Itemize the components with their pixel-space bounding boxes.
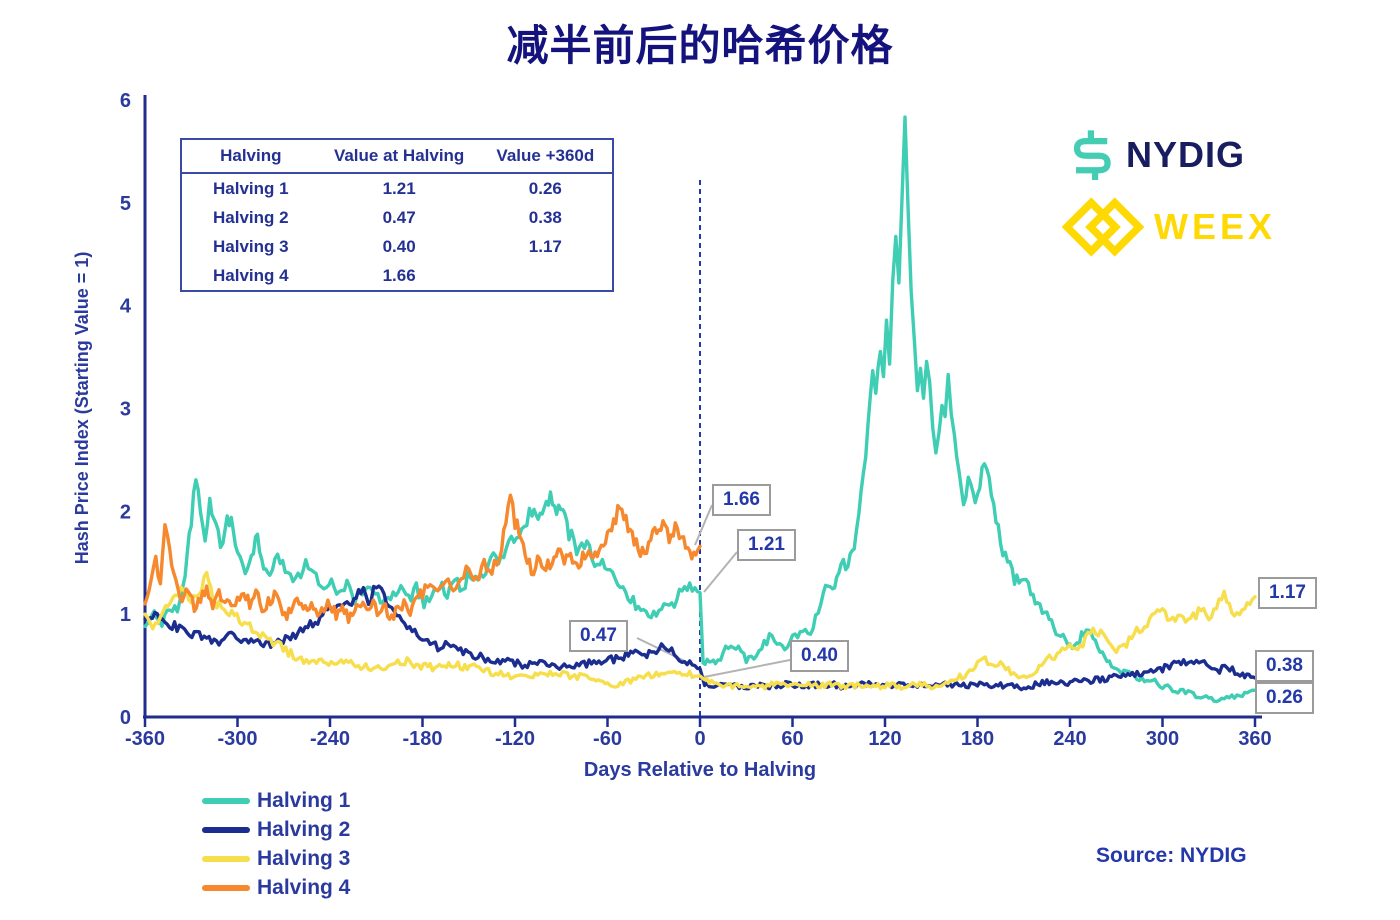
legend-item-halving-3: Halving 3 [202, 847, 351, 870]
table-cell: Halving 4 [213, 265, 289, 285]
legend-item-halving-4: Halving 4 [202, 876, 351, 899]
value-annotation-halving-2: 0.38 [1255, 650, 1314, 682]
x-tick-label: -360 [125, 728, 165, 750]
x-tick-label: 240 [1053, 728, 1086, 750]
y-tick-label: 3 [120, 399, 131, 421]
table-header-cell: Value +360d [496, 146, 595, 165]
legend-item-halving-2: Halving 2 [202, 818, 351, 841]
table-header-row: Halving Value at Halving Value +360d [182, 140, 612, 174]
x-tick-label: 300 [1146, 728, 1179, 750]
x-tick-label: 180 [961, 728, 994, 750]
table-row: Halving 4 1.66 [182, 261, 612, 290]
annotation-leader-line [703, 659, 791, 678]
table-cell: 1.21 [382, 178, 416, 198]
value-annotation-halving-3: 1.17 [1258, 577, 1317, 609]
legend-swatch [202, 856, 250, 862]
source-note: Source: NYDIG [1096, 844, 1247, 867]
y-tick-label: 0 [120, 707, 131, 729]
legend-swatch [202, 885, 250, 891]
value-annotation-halving-3: 0.40 [790, 640, 849, 672]
table-cell: 1.66 [382, 265, 416, 285]
table-cell: 0.40 [382, 236, 416, 256]
table-row: Halving 3 0.40 1.17 [182, 232, 612, 261]
weex-diamond-icon [1062, 197, 1144, 257]
table-cell: Halving 2 [213, 207, 289, 227]
x-tick-label: 60 [781, 728, 803, 750]
table-row: Halving 2 0.47 0.38 [182, 203, 612, 232]
legend-label: Halving 1 [257, 789, 351, 812]
x-tick-label: -120 [495, 728, 535, 750]
value-annotation-halving-4: 1.66 [712, 484, 771, 516]
legend-swatch [202, 798, 250, 804]
table-cell: Halving 3 [213, 236, 289, 256]
legend-item-halving-1: Halving 1 [202, 789, 351, 812]
table-cell: 0.26 [528, 178, 562, 198]
table-header-cell: Halving [220, 146, 282, 165]
y-tick-label: 1 [120, 604, 131, 626]
y-tick-label: 6 [120, 90, 131, 112]
table-row: Halving 1 1.21 0.26 [182, 174, 612, 203]
table-cell: 0.47 [382, 207, 416, 227]
legend-label: Halving 2 [257, 818, 351, 841]
page-title: 减半前后的哈希价格 [506, 22, 894, 69]
series-line-halving-3 [143, 570, 1257, 691]
x-tick-label: -60 [593, 728, 622, 750]
nydig-dollar-icon [1073, 130, 1111, 180]
legend-label: Halving 4 [257, 876, 351, 899]
table-cell: Halving 1 [213, 178, 289, 198]
x-tick-label: -240 [310, 728, 350, 750]
table-cell: 0.38 [528, 207, 562, 227]
y-axis-title: Hash Price Index (Starting Value = 1) [72, 252, 92, 565]
legend: Halving 1 Halving 2 Halving 3 Halving 4 [202, 789, 351, 899]
nydig-logo: NYDIG [1068, 130, 1245, 180]
value-annotation-halving-1: 1.21 [737, 529, 796, 561]
x-tick-label: 0 [694, 728, 705, 750]
table-header-cell: Value at Halving [333, 146, 465, 165]
y-tick-label: 4 [120, 296, 132, 318]
y-tick-label: 5 [120, 193, 131, 215]
x-tick-label: -180 [402, 728, 442, 750]
table-cell: 1.17 [528, 236, 562, 256]
annotation-leader-line [703, 551, 738, 593]
value-annotation-halving-1: 0.26 [1255, 682, 1314, 714]
annotation-leader-line [694, 504, 713, 546]
legend-swatch [202, 827, 250, 833]
x-tick-label: 120 [868, 728, 901, 750]
series-line-halving-4 [143, 493, 702, 624]
x-tick-label: 360 [1238, 728, 1271, 750]
value-annotation-halving-2: 0.47 [569, 620, 628, 652]
weex-logo: WEEX [1062, 196, 1276, 258]
halving-values-table: Halving Value at Halving Value +360d Halvin… [180, 138, 614, 292]
legend-label: Halving 3 [257, 847, 351, 870]
weex-logo-text: WEEX [1154, 206, 1277, 247]
x-tick-label: -300 [217, 728, 257, 750]
y-tick-label: 2 [120, 501, 131, 523]
nydig-logo-text: NYDIG [1126, 134, 1246, 175]
x-axis-title: Days Relative to Halving [584, 759, 816, 781]
